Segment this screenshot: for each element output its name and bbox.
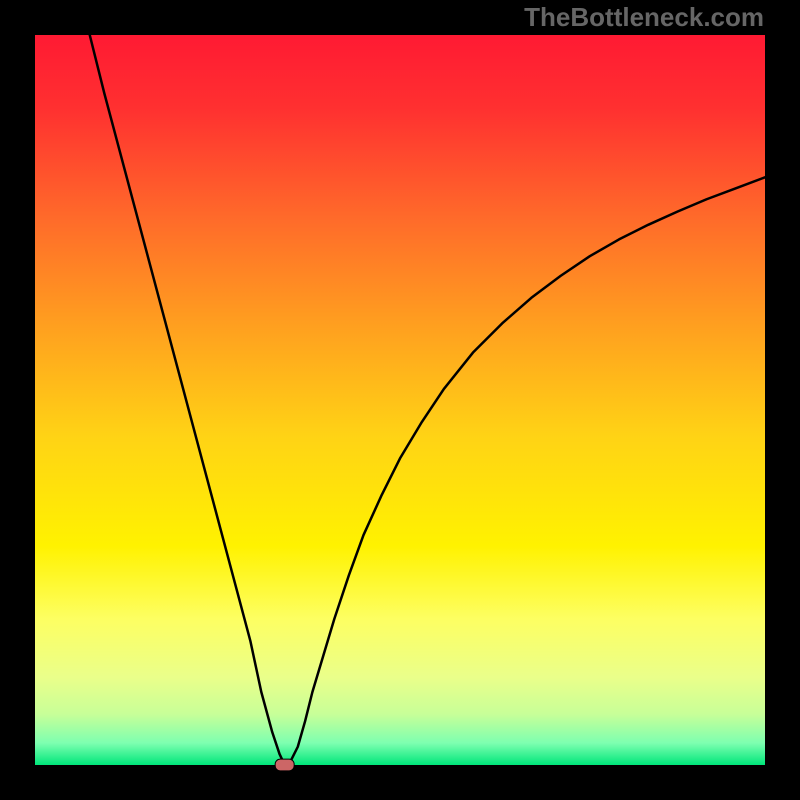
optimal-point-marker [275, 759, 294, 771]
chart-curve-layer [35, 35, 765, 765]
watermark-text: TheBottleneck.com [524, 2, 764, 33]
bottleneck-curve [90, 35, 765, 765]
